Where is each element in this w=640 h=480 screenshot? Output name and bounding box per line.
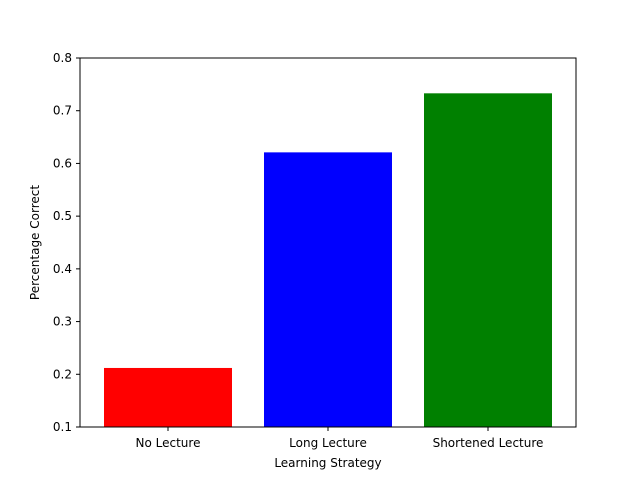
plot-frame	[79, 57, 577, 428]
y-tick-label: 0.1	[53, 420, 72, 434]
y-tick-label: 0.3	[53, 315, 72, 329]
y-tick-label: 0.8	[53, 51, 72, 65]
x-axis-ticks: No Lecture Long Lecture Shortened Lecture	[136, 427, 544, 450]
y-tick-label: 0.2	[53, 367, 72, 381]
bar-shortened-lecture	[424, 93, 552, 427]
x-tick-label: No Lecture	[136, 436, 201, 450]
y-tick-label: 0.6	[53, 156, 72, 170]
y-tick-label: 0.7	[53, 104, 72, 118]
y-axis-ticks: 0.1 0.2 0.3 0.4 0.5 0.6 0.7 0.8	[53, 51, 80, 434]
bars-group	[104, 93, 552, 427]
x-tick-label: Long Lecture	[289, 436, 367, 450]
y-tick-label: 0.4	[53, 262, 72, 276]
bar-long-lecture	[264, 152, 392, 427]
x-axis-label: Learning Strategy	[274, 456, 381, 470]
y-tick-label: 0.5	[53, 209, 72, 223]
x-tick-label: Shortened Lecture	[433, 436, 544, 450]
bar-no-lecture	[104, 367, 232, 427]
y-axis-label: Percentage Correct	[28, 185, 42, 300]
